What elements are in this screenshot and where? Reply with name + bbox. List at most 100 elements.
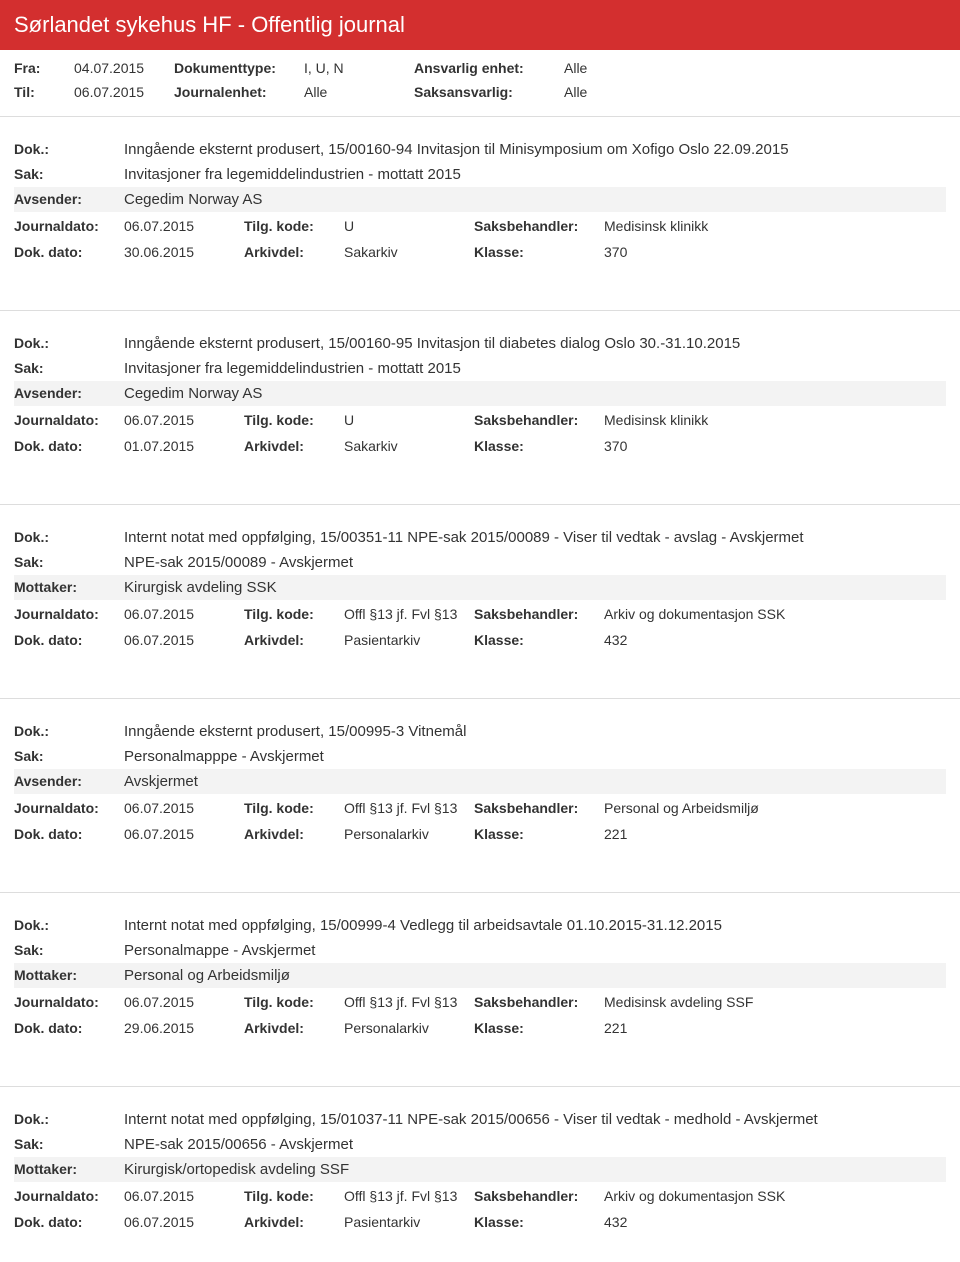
dok-value: Internt notat med oppfølging, 15/01037-1… bbox=[124, 1111, 946, 1128]
saksansvarlig-value: Alle bbox=[564, 84, 684, 100]
saksbehandler-value: Medisinsk klinikk bbox=[604, 218, 946, 234]
dokdato-label: Dok. dato: bbox=[14, 632, 124, 648]
dok-value: Internt notat med oppfølging, 15/00999-4… bbox=[124, 917, 946, 934]
tilgkode-label: Tilg. kode: bbox=[244, 800, 344, 816]
arkivdel-label: Arkivdel: bbox=[244, 1214, 344, 1230]
klasse-label: Klasse: bbox=[474, 438, 604, 454]
journaldato-value: 06.07.2015 bbox=[124, 218, 244, 234]
journaldato-value: 06.07.2015 bbox=[124, 1188, 244, 1204]
party-label: Avsender: bbox=[14, 385, 124, 401]
dokdato-label: Dok. dato: bbox=[14, 1214, 124, 1230]
sak-label: Sak: bbox=[14, 1136, 124, 1152]
dokdato-value: 06.07.2015 bbox=[124, 632, 244, 648]
fra-value: 04.07.2015 bbox=[74, 60, 174, 76]
party-label: Avsender: bbox=[14, 191, 124, 207]
saksbehandler-value: Arkiv og dokumentasjon SSK bbox=[604, 606, 946, 622]
dok-label: Dok.: bbox=[14, 335, 124, 351]
journaldato-label: Journaldato: bbox=[14, 800, 124, 816]
arkivdel-value: Pasientarkiv bbox=[344, 632, 474, 648]
sak-label: Sak: bbox=[14, 554, 124, 570]
dokdato-label: Dok. dato: bbox=[14, 1020, 124, 1036]
journal-record: Dok.: Inngående eksternt produsert, 15/0… bbox=[0, 310, 960, 476]
saksbehandler-label: Saksbehandler: bbox=[474, 1188, 604, 1204]
party-label: Mottaker: bbox=[14, 1161, 124, 1177]
arkivdel-label: Arkivdel: bbox=[244, 632, 344, 648]
journalenhet-value: Alle bbox=[304, 84, 414, 100]
journaldato-label: Journaldato: bbox=[14, 1188, 124, 1204]
arkivdel-label: Arkivdel: bbox=[244, 244, 344, 260]
klasse-value: 432 bbox=[604, 632, 946, 648]
tilgkode-value: U bbox=[344, 218, 474, 234]
journaldato-label: Journaldato: bbox=[14, 412, 124, 428]
saksbehandler-value: Arkiv og dokumentasjon SSK bbox=[604, 1188, 946, 1204]
meta-section: Fra: 04.07.2015 Dokumenttype: I, U, N An… bbox=[0, 50, 960, 116]
page-header: Sørlandet sykehus HF - Offentlig journal bbox=[0, 0, 960, 50]
klasse-label: Klasse: bbox=[474, 1020, 604, 1036]
dokdato-value: 30.06.2015 bbox=[124, 244, 244, 260]
sak-value: Personalmappe - Avskjermet bbox=[124, 942, 946, 959]
journaldato-value: 06.07.2015 bbox=[124, 800, 244, 816]
sak-label: Sak: bbox=[14, 748, 124, 764]
journal-record: Dok.: Internt notat med oppfølging, 15/0… bbox=[0, 504, 960, 670]
dokdato-label: Dok. dato: bbox=[14, 244, 124, 260]
party-value: Cegedim Norway AS bbox=[124, 385, 946, 402]
dok-value: Internt notat med oppfølging, 15/00351-1… bbox=[124, 529, 946, 546]
tilgkode-value: Offl §13 jf. Fvl §13 bbox=[344, 800, 474, 816]
klasse-value: 370 bbox=[604, 438, 946, 454]
tilgkode-label: Tilg. kode: bbox=[244, 1188, 344, 1204]
journaldato-value: 06.07.2015 bbox=[124, 412, 244, 428]
saksbehandler-label: Saksbehandler: bbox=[474, 218, 604, 234]
arkivdel-value: Personalarkiv bbox=[344, 1020, 474, 1036]
dok-value: Inngående eksternt produsert, 15/00995-3… bbox=[124, 723, 946, 740]
klasse-value: 432 bbox=[604, 1214, 946, 1230]
party-label: Avsender: bbox=[14, 773, 124, 789]
arkivdel-label: Arkivdel: bbox=[244, 1020, 344, 1036]
dokdato-label: Dok. dato: bbox=[14, 826, 124, 842]
party-value: Kirurgisk/ortopedisk avdeling SSF bbox=[124, 1161, 946, 1178]
party-label: Mottaker: bbox=[14, 579, 124, 595]
dokdato-value: 06.07.2015 bbox=[124, 826, 244, 842]
journaldato-value: 06.07.2015 bbox=[124, 606, 244, 622]
party-value: Kirurgisk avdeling SSK bbox=[124, 579, 946, 596]
sak-label: Sak: bbox=[14, 360, 124, 376]
dokdato-value: 06.07.2015 bbox=[124, 1214, 244, 1230]
page-title: Sørlandet sykehus HF - Offentlig journal bbox=[14, 12, 405, 37]
doctype-label: Dokumenttype: bbox=[174, 60, 304, 76]
til-label: Til: bbox=[14, 84, 74, 100]
journaldato-label: Journaldato: bbox=[14, 218, 124, 234]
tilgkode-value: Offl §13 jf. Fvl §13 bbox=[344, 1188, 474, 1204]
til-value: 06.07.2015 bbox=[74, 84, 174, 100]
arkivdel-value: Sakarkiv bbox=[344, 244, 474, 260]
journal-record: Dok.: Inngående eksternt produsert, 15/0… bbox=[0, 116, 960, 282]
journal-record: Dok.: Internt notat med oppfølging, 15/0… bbox=[0, 892, 960, 1058]
klasse-value: 221 bbox=[604, 1020, 946, 1036]
journalenhet-label: Journalenhet: bbox=[174, 84, 304, 100]
arkivdel-value: Personalarkiv bbox=[344, 826, 474, 842]
sak-value: Invitasjoner fra legemiddelindustrien - … bbox=[124, 360, 946, 377]
saksbehandler-value: Medisinsk klinikk bbox=[604, 412, 946, 428]
tilgkode-label: Tilg. kode: bbox=[244, 606, 344, 622]
fra-label: Fra: bbox=[14, 60, 74, 76]
klasse-label: Klasse: bbox=[474, 826, 604, 842]
saksbehandler-label: Saksbehandler: bbox=[474, 800, 604, 816]
party-value: Personal og Arbeidsmiljø bbox=[124, 967, 946, 984]
dokdato-label: Dok. dato: bbox=[14, 438, 124, 454]
journal-record: Dok.: Inngående eksternt produsert, 15/0… bbox=[0, 698, 960, 864]
dokdato-value: 29.06.2015 bbox=[124, 1020, 244, 1036]
ansvarlig-value: Alle bbox=[564, 60, 684, 76]
tilgkode-label: Tilg. kode: bbox=[244, 994, 344, 1010]
sak-value: Invitasjoner fra legemiddelindustrien - … bbox=[124, 166, 946, 183]
dok-value: Inngående eksternt produsert, 15/00160-9… bbox=[124, 335, 946, 352]
tilgkode-value: Offl §13 jf. Fvl §13 bbox=[344, 994, 474, 1010]
party-value: Cegedim Norway AS bbox=[124, 191, 946, 208]
journaldato-value: 06.07.2015 bbox=[124, 994, 244, 1010]
tilgkode-value: U bbox=[344, 412, 474, 428]
saksbehandler-label: Saksbehandler: bbox=[474, 412, 604, 428]
arkivdel-value: Pasientarkiv bbox=[344, 1214, 474, 1230]
tilgkode-value: Offl §13 jf. Fvl §13 bbox=[344, 606, 474, 622]
saksansvarlig-label: Saksansvarlig: bbox=[414, 84, 564, 100]
saksbehandler-label: Saksbehandler: bbox=[474, 994, 604, 1010]
klasse-value: 370 bbox=[604, 244, 946, 260]
sak-value: Personalmapppe - Avskjermet bbox=[124, 748, 946, 765]
party-value: Avskjermet bbox=[124, 773, 946, 790]
